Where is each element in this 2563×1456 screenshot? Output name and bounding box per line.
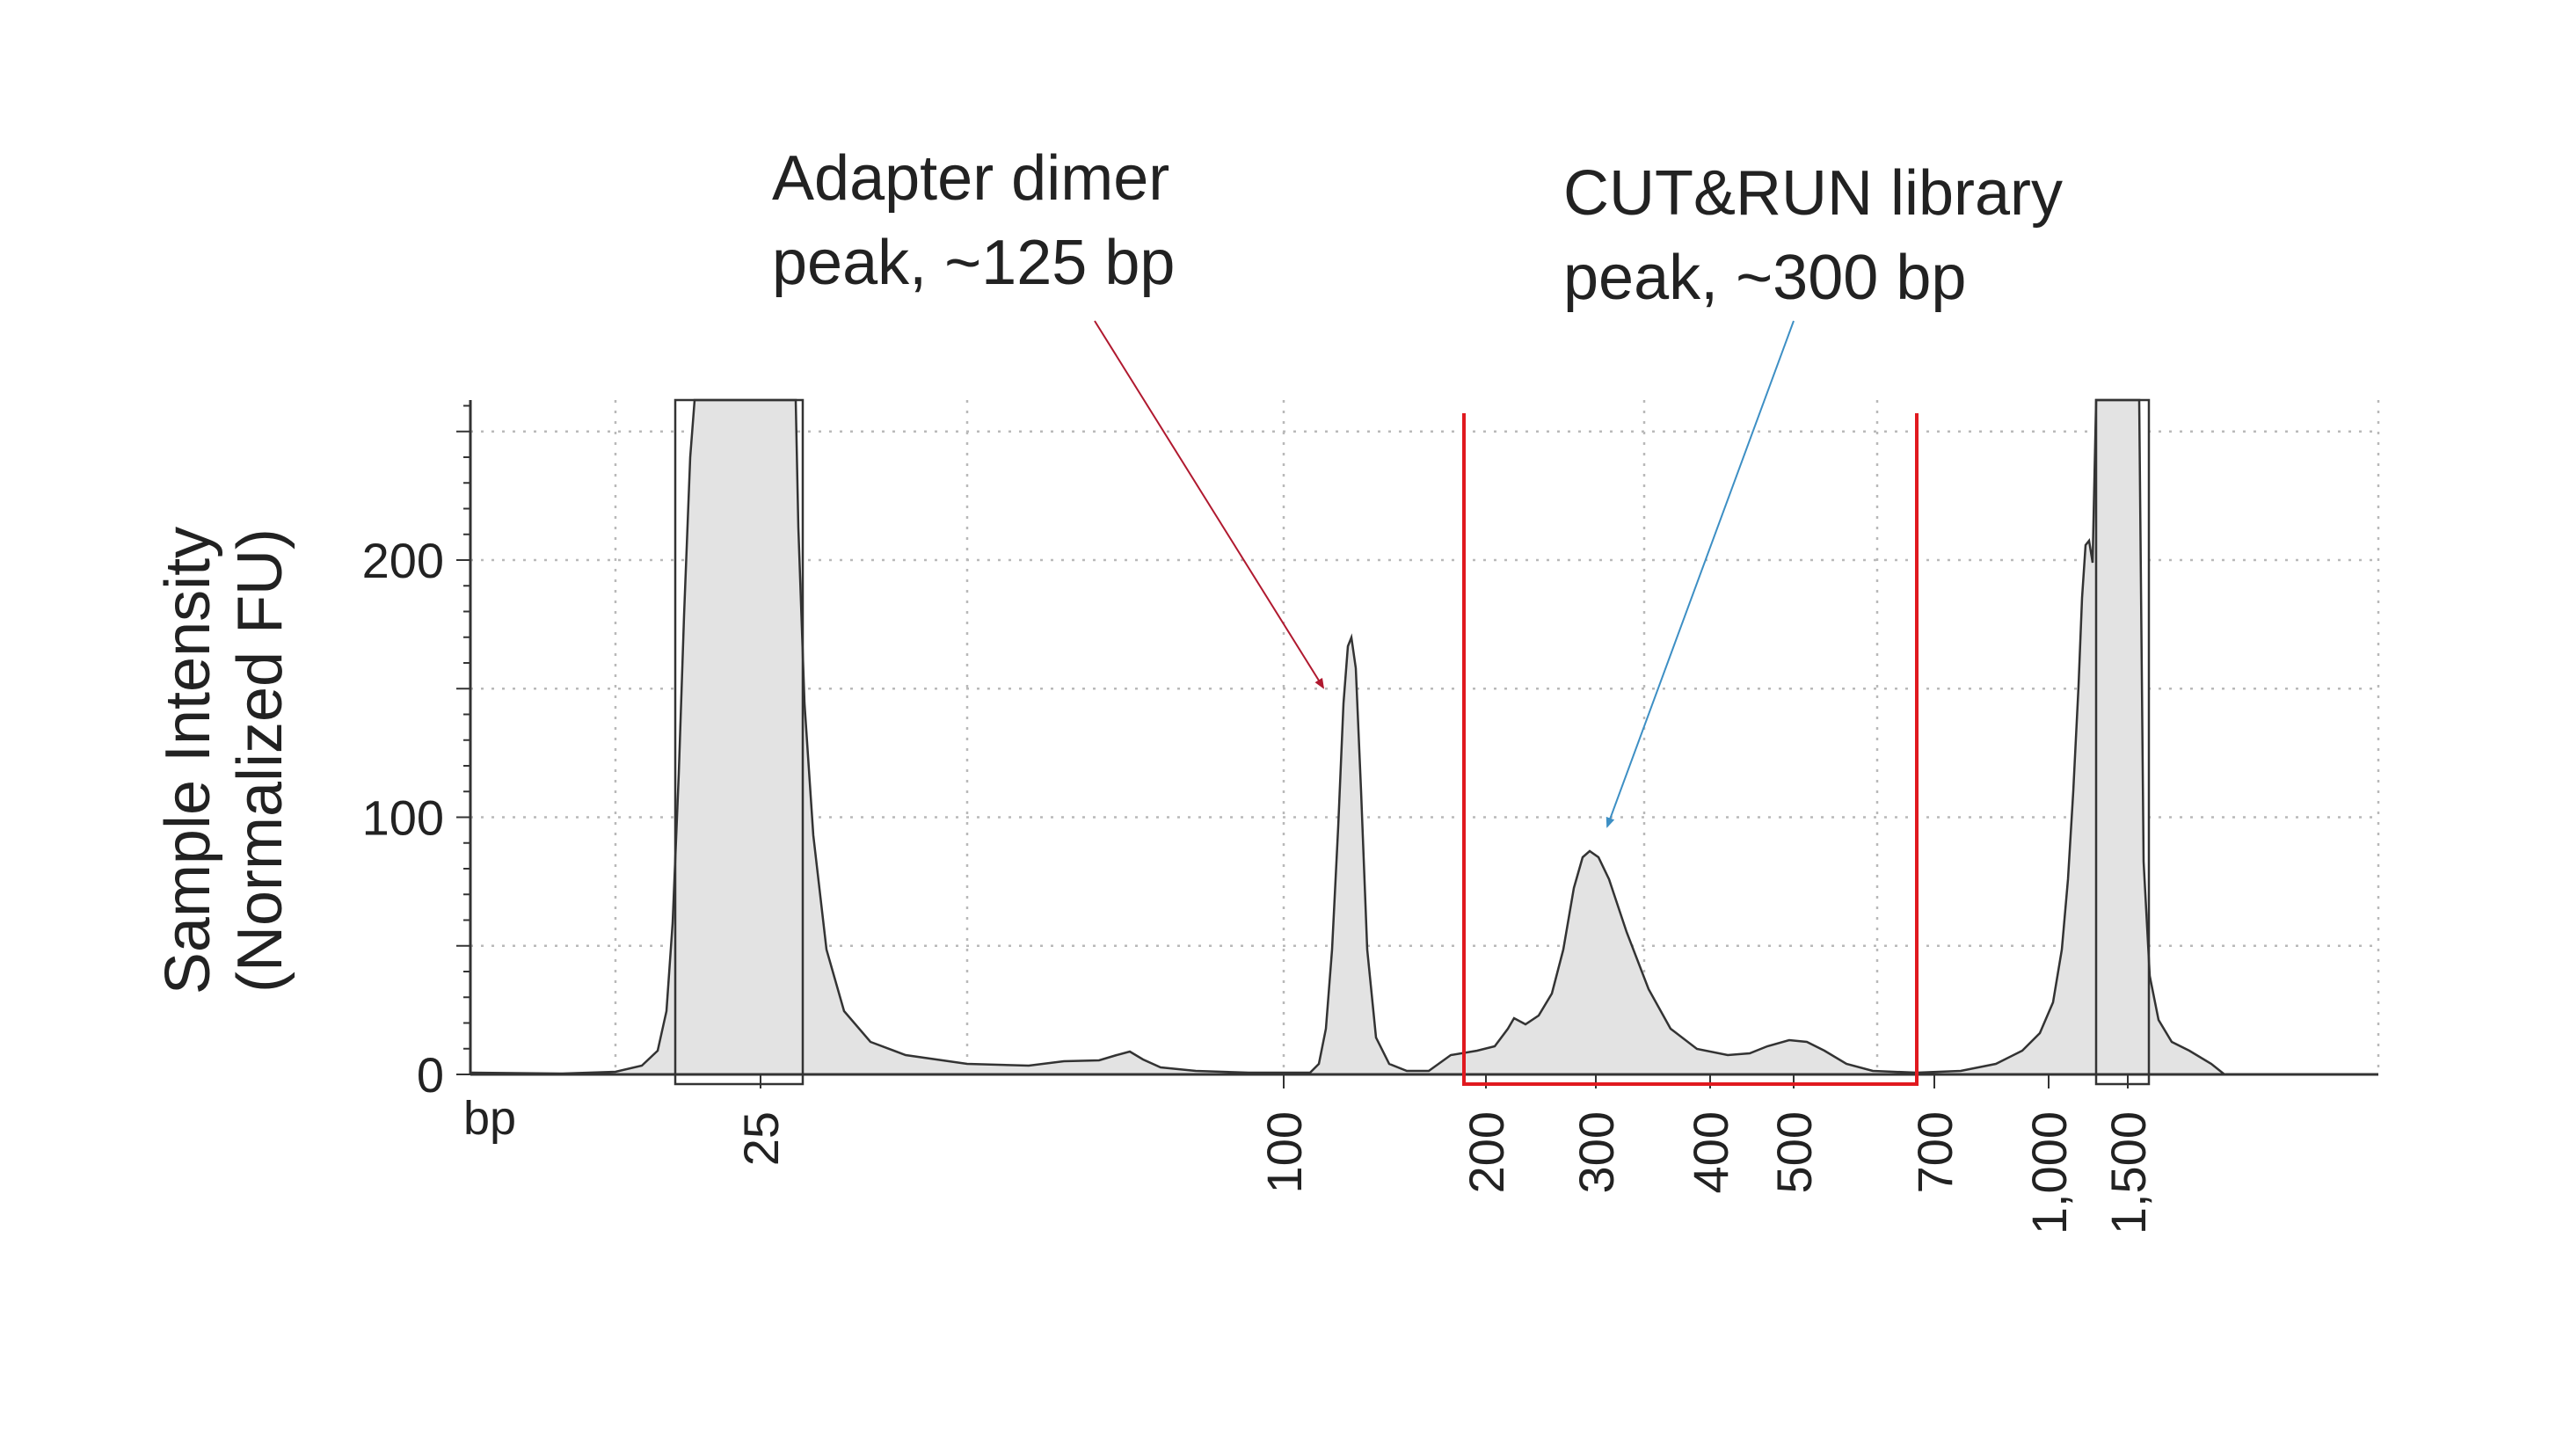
axes: 0 100 200 25 100 200 300 400 500 700 1,000 1,500	[362, 400, 2378, 1234]
trace-fill	[470, 400, 2378, 1074]
annotation-line: peak, ~125 bp	[772, 228, 1176, 298]
adapter-dimer-arrow	[1094, 320, 1325, 689]
x-tick-label: 25	[733, 1111, 789, 1166]
y-axis-label: Sample Intensity	[153, 527, 223, 994]
x-axis-unit-label: bp	[463, 1092, 516, 1145]
adapter-dimer-annotation: Adapter dimer peak, ~125 bp	[772, 136, 1175, 305]
trace-line	[470, 398, 2378, 1076]
x-tick-label: 400	[1683, 1111, 1738, 1193]
selection-region	[1462, 413, 1919, 1086]
y-tick-label: 200	[362, 533, 444, 588]
annotation-line: CUT&RUN library	[1563, 158, 2064, 229]
upper-marker-box	[2094, 398, 2151, 1086]
x-tick-label: 100	[1256, 1111, 1312, 1193]
x-tick-label: 1,000	[2021, 1111, 2077, 1234]
x-tick-label: 500	[1766, 1111, 1822, 1193]
x-tick-label: 200	[1459, 1111, 1514, 1193]
library-peak-annotation: CUT&RUN library peak, ~300 bp	[1563, 151, 2063, 320]
x-tick-label: 1,500	[2101, 1111, 2156, 1234]
lower-marker-box	[674, 398, 805, 1086]
annotation-arrows	[1094, 320, 1795, 828]
annotation-line: Adapter dimer	[772, 143, 1170, 214]
y-axis-label: (Normalized FU)	[225, 528, 295, 993]
library-peak-arrow	[1606, 320, 1795, 828]
y-tick-label: 0	[417, 1047, 444, 1103]
annotation-line: peak, ~300 bp	[1563, 243, 1967, 313]
x-tick-label: 700	[1907, 1111, 1962, 1193]
selection-bracket	[1462, 413, 1919, 1086]
trace-series	[470, 398, 2378, 1086]
y-tick-label: 100	[362, 790, 444, 846]
x-tick-label: 300	[1569, 1111, 1624, 1193]
